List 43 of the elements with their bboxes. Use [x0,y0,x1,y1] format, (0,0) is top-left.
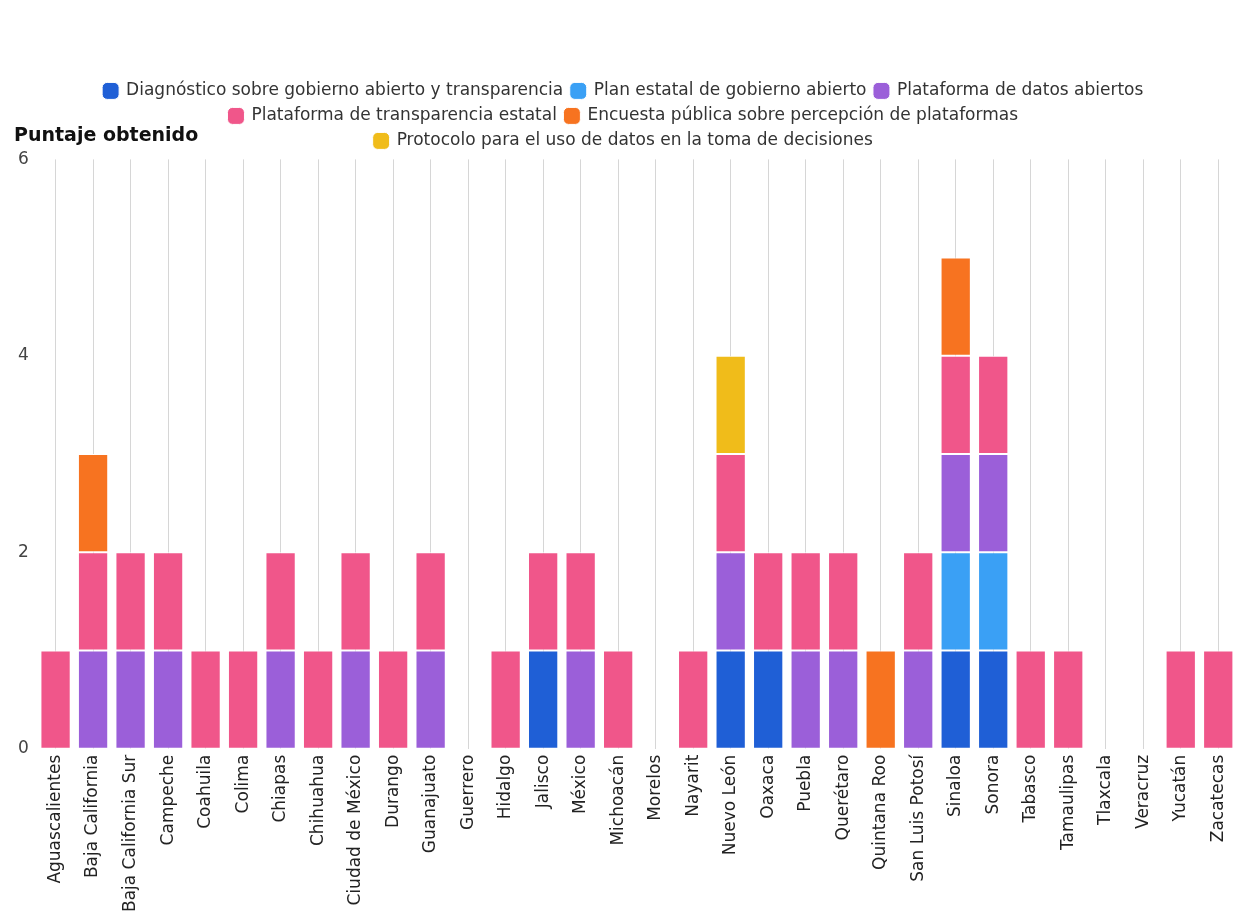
legend-label: Plataforma de transparencia estatal [251,104,557,125]
x-tick-label: Nuevo León [719,754,740,856]
x-tick-label: Yucatán [1169,754,1190,823]
legend-label: Plan estatal de gobierno abierto [593,79,867,100]
x-tick-label: Querétaro [831,754,852,841]
x-tick-label: Sonora [981,754,1002,815]
y-tick-label: 0 [17,737,29,758]
x-tick-label: Sinaloa [944,754,965,817]
y-tick-label: 6 [17,147,29,168]
x-tick-label: Oaxaca [756,754,777,819]
legend-label: Encuesta pública sobre percepción de plataformas [587,104,1019,125]
x-tick-label: Morelos [644,754,665,821]
x-tick-label: Colima [231,754,252,814]
legend-label: Diagnóstico sobre gobierno abierto y transparencia [126,79,564,100]
x-tick-label: Campeche [156,754,177,846]
y-axis-title: Puntaje obtenido [14,122,199,145]
x-tick-label: Hidalgo [494,754,515,820]
x-tick-label: Coahuila [194,754,215,829]
x-tick-label: Puebla [794,754,815,812]
x-tick-label: Tabasco [1019,754,1040,824]
x-tick-label: México [569,754,590,815]
x-tick-label: Tamaulipas [1056,754,1077,851]
x-tick-label: Nayarit [681,754,702,817]
legend-label: Plataforma de datos abiertos [896,79,1144,100]
x-tick-label: Ciudad de México [344,754,365,906]
x-tick-label: Chiapas [269,754,290,823]
x-tick-label: Quintana Roo [869,754,890,870]
x-tick-label: Jalisco [531,754,552,810]
x-tick-label: Chihuahua [306,754,327,846]
x-tick-label: Guanajuato [419,754,440,854]
y-tick-label: 4 [17,344,29,365]
x-tick-label: Baja California [81,754,102,879]
x-tick-label: Michoacán [606,754,627,846]
x-tick-label: San Luis Potosí [906,753,927,882]
x-tick-label: Tlaxcala [1094,754,1115,826]
x-tick-label: Aguascalientes [43,754,64,884]
y-tick-label: 2 [17,540,29,561]
x-tick-label: Guerrero [456,754,477,830]
legend-label: Protocolo para el uso de datos en la toma de decisiones [396,129,873,150]
x-tick-label: Durango [381,754,402,828]
x-tick-label: Zacatecas [1206,754,1227,843]
x-tick-label: Veracruz [1131,754,1152,829]
x-tick-label: Baja California Sur [119,754,139,912]
